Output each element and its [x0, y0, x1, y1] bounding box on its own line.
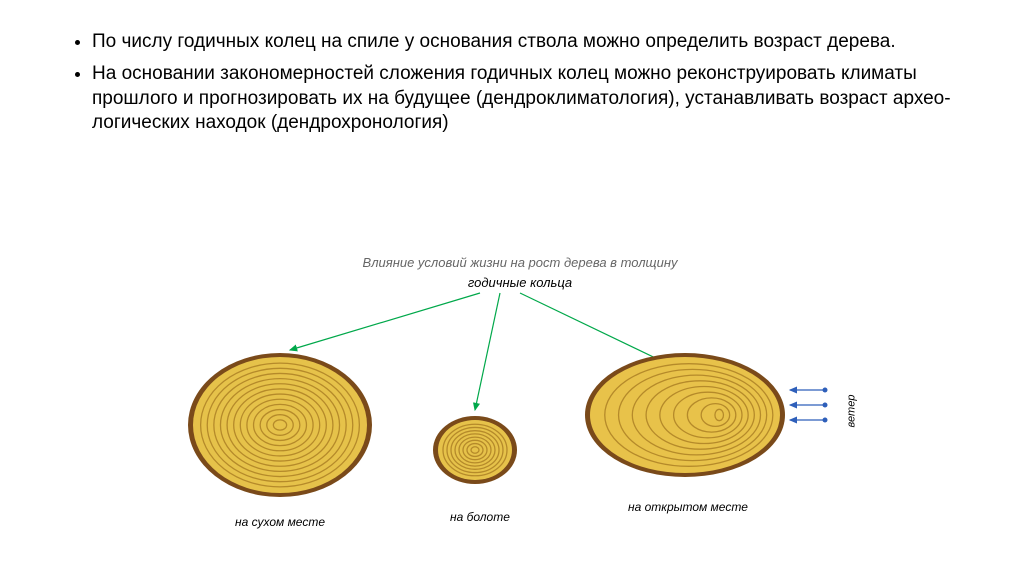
wind-label: ветер [845, 395, 857, 428]
diagram-svg [170, 255, 870, 555]
bullet-list: По числу годичных колец на спиле у основ… [70, 30, 954, 135]
wind-arrows [790, 388, 828, 423]
tree-cross-section-swamp [433, 416, 517, 484]
caption-open: на открытом месте [628, 500, 748, 514]
tree-cross-section-open [585, 353, 785, 477]
bullet-2: На основании закономерностей сложения го… [92, 62, 954, 135]
tree-cross-section-dry [188, 353, 372, 497]
caption-swamp: на болоте [450, 510, 510, 524]
caption-dry: на сухом месте [235, 515, 325, 529]
bullet-1: По числу годичных колец на спиле у основ… [92, 30, 954, 54]
bullet-list-container: По числу годичных колец на спиле у основ… [0, 0, 1024, 135]
tree-rings-diagram: Влияние условий жизни на рост дерева в т… [170, 255, 870, 555]
